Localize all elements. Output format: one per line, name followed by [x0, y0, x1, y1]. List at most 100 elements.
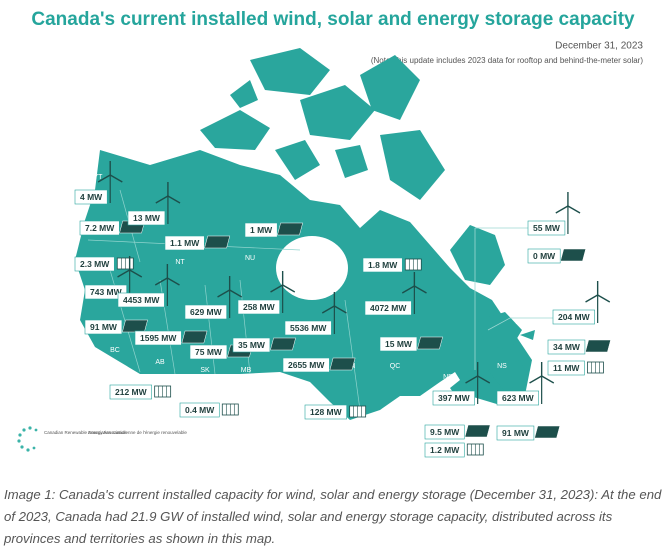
solar-capacity: 0 MW	[533, 251, 556, 261]
turbine-blade	[477, 375, 491, 384]
capacity-box	[547, 339, 586, 355]
solar-icon	[329, 357, 356, 371]
region-code: NT	[175, 259, 185, 266]
leader-line	[487, 317, 553, 331]
wind-capacity: 204 MW	[558, 312, 591, 322]
capacity-box	[237, 299, 280, 315]
storage-capacity: 1.2 MW	[430, 445, 460, 455]
wind-capacity: 258 MW	[243, 302, 276, 312]
turbine-blade	[229, 289, 243, 298]
wind-capacity: 743 MW	[90, 287, 123, 297]
solar-capacity: 7.2 MW	[85, 223, 115, 233]
region-code: QC	[390, 363, 401, 370]
capacity-box	[244, 222, 278, 238]
region-code: NS	[497, 363, 507, 370]
capacity-box	[184, 304, 227, 320]
caption: Image 1: Canada's current installed capa…	[4, 487, 662, 546]
turbine-blade	[465, 375, 479, 384]
solar-icon	[560, 248, 587, 262]
solar-capacity: 34 MW	[553, 342, 581, 352]
storage-icon	[466, 443, 484, 456]
storage-capacity: 128 MW	[310, 407, 343, 417]
capacity-box	[282, 357, 330, 373]
capacity-box	[74, 256, 115, 272]
solar-panel	[204, 235, 231, 249]
wind-capacity: 629 MW	[190, 307, 223, 317]
wind-icon	[401, 272, 427, 314]
turbine-blade	[155, 195, 169, 204]
solar-panel	[270, 337, 296, 351]
turbine-blade	[414, 285, 427, 294]
turbine-blade	[585, 294, 599, 303]
capacity-box	[424, 424, 465, 440]
solar-icon	[277, 222, 303, 236]
capacity-box	[134, 330, 182, 346]
storage-capacity: 0.4 MW	[185, 405, 215, 415]
date: December 31, 2023	[555, 41, 643, 52]
solar-panel	[464, 424, 491, 438]
logo-text-fr: Association canadienne de l'énergie reno…	[88, 430, 187, 435]
capacity-box	[496, 425, 535, 441]
turbine-blade	[541, 375, 555, 384]
storage-icon	[116, 257, 134, 270]
wind-capacity: 5536 MW	[290, 323, 327, 333]
turbine-blade	[167, 277, 180, 286]
region-code: BC	[110, 347, 120, 354]
solar-icon	[534, 425, 561, 439]
wind-capacity: 397 MW	[438, 393, 471, 403]
wind-capacity: 4072 MW	[370, 303, 407, 313]
capacity-box	[84, 319, 123, 335]
turbine-blade	[109, 174, 123, 183]
solar-capacity: 91 MW	[90, 322, 118, 332]
solar-panel	[122, 319, 148, 333]
wind-icon	[154, 264, 180, 306]
storage-icon	[587, 361, 604, 374]
turbine-blade	[567, 205, 581, 214]
wind-capacity: 4 MW	[80, 192, 103, 202]
solar-panel	[585, 339, 611, 353]
capacity-box	[432, 390, 475, 406]
turbine-blade	[555, 205, 569, 214]
solar-icon	[270, 337, 296, 351]
wind-icon	[529, 362, 555, 404]
turbine-blade	[321, 305, 335, 314]
wind-icon	[585, 281, 611, 323]
region-code: AB	[155, 359, 165, 366]
turbine-blade	[97, 174, 111, 183]
turbine-blade	[167, 195, 181, 204]
wind-capacity: 13 MW	[133, 213, 161, 223]
storage-icon	[404, 258, 422, 271]
solar-capacity: 75 MW	[195, 347, 223, 357]
capacity-box	[109, 384, 152, 400]
capacity-box	[179, 402, 220, 418]
region-code: MB	[241, 367, 252, 374]
solar-panel	[560, 248, 587, 262]
capacity-box	[527, 248, 561, 264]
storage-capacity: 212 MW	[115, 387, 148, 397]
capacity-box	[379, 336, 418, 352]
turbine-blade	[129, 269, 143, 278]
wind-icon	[155, 182, 181, 224]
solar-icon	[417, 336, 443, 350]
turbine-blade	[270, 284, 284, 293]
solar-capacity: 9.5 MW	[430, 427, 460, 437]
solar-icon	[181, 330, 208, 344]
solar-capacity: 1 MW	[250, 225, 273, 235]
capacity-box	[117, 292, 165, 308]
capacity-box	[84, 284, 127, 300]
solar-capacity: 15 MW	[385, 339, 413, 349]
storage-icon	[349, 405, 367, 418]
wind-capacity: 4453 MW	[123, 295, 160, 305]
storage-capacity: 2.3 MW	[80, 259, 110, 269]
solar-capacity: 1.1 MW	[170, 238, 200, 248]
region-code: SK	[200, 367, 210, 374]
turbine-blade	[401, 285, 415, 294]
wind-icon	[555, 192, 581, 234]
region-code: YT	[94, 174, 104, 181]
wind-icon	[465, 362, 491, 404]
solar-icon	[585, 339, 611, 353]
turbine-blade	[334, 305, 347, 314]
wind-capacity: 55 MW	[533, 223, 561, 233]
leader-line	[474, 227, 528, 370]
